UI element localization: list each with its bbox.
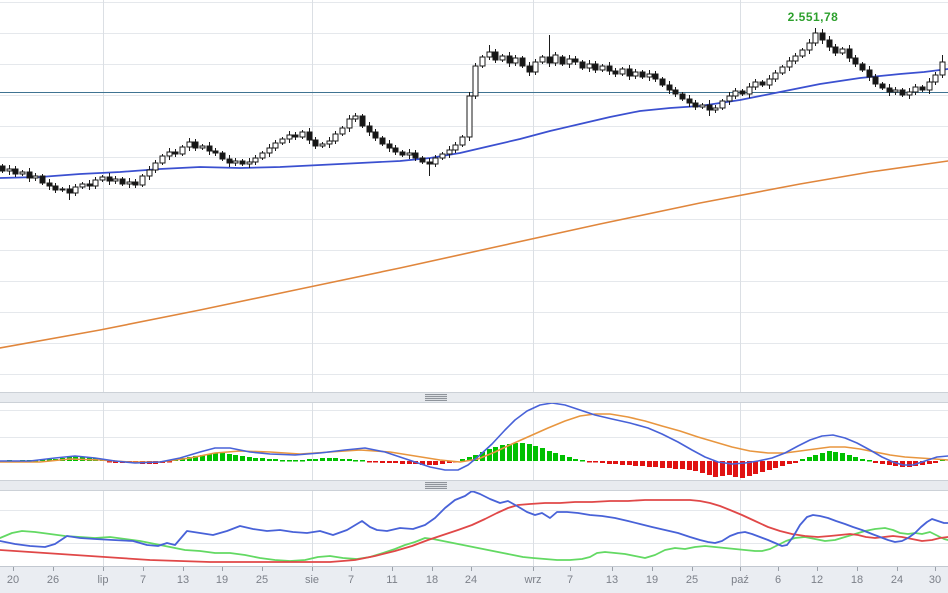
- axis-tick: [778, 567, 779, 571]
- panel-splitter-2[interactable]: [0, 480, 948, 491]
- axis-tick: [897, 567, 898, 571]
- time-axis-label: 7: [347, 574, 355, 586]
- time-axis-label: 25: [685, 574, 699, 586]
- axis-tick: [857, 567, 858, 571]
- axis-tick: [570, 567, 571, 571]
- axis-tick: [392, 567, 393, 571]
- time-axis: 20 26 lip 7 13 19 25 sie 7 11 18 24 wrz 7 13 19 25 paź 6 12…: [0, 566, 948, 593]
- time-axis-label: 7: [566, 574, 574, 586]
- splitter-grip-icon[interactable]: [425, 394, 447, 401]
- time-axis-label: 19: [645, 574, 659, 586]
- time-axis-label: 24: [890, 574, 904, 586]
- time-axis-month-label: lip: [97, 574, 109, 586]
- time-axis-month-label: paź: [731, 574, 749, 586]
- time-axis-label: 13: [176, 574, 190, 586]
- panel-splitter-1[interactable]: [0, 392, 948, 403]
- price-panel[interactable]: [0, 0, 948, 392]
- time-axis-label: 19: [215, 574, 229, 586]
- axis-tick: [432, 567, 433, 571]
- time-axis-month-label: sie: [304, 574, 320, 586]
- time-axis-label: 7: [139, 574, 147, 586]
- axis-tick: [262, 567, 263, 571]
- time-axis-label: 12: [810, 574, 824, 586]
- time-axis-label: 26: [46, 574, 60, 586]
- time-axis-label: 24: [464, 574, 478, 586]
- axis-tick: [143, 567, 144, 571]
- axis-tick: [740, 567, 741, 571]
- time-axis-label: 25: [255, 574, 269, 586]
- time-axis-label: 6: [774, 574, 782, 586]
- axis-tick: [692, 567, 693, 571]
- axis-tick: [53, 567, 54, 571]
- macd-panel[interactable]: [0, 403, 948, 480]
- axis-tick: [471, 567, 472, 571]
- time-axis-label: 11: [386, 574, 398, 586]
- time-axis-label: 13: [605, 574, 619, 586]
- axis-tick: [817, 567, 818, 571]
- axis-tick: [612, 567, 613, 571]
- axis-tick: [13, 567, 14, 571]
- axis-tick: [351, 567, 352, 571]
- time-axis-label: 18: [425, 574, 439, 586]
- axis-tick: [103, 567, 104, 571]
- time-axis-label: 30: [928, 574, 942, 586]
- axis-tick: [935, 567, 936, 571]
- oscillator-panel[interactable]: [0, 491, 948, 566]
- time-axis-month-label: wrz: [524, 574, 542, 586]
- axis-tick: [222, 567, 223, 571]
- axis-tick: [312, 567, 313, 571]
- axis-tick: [652, 567, 653, 571]
- time-axis-label: 18: [850, 574, 864, 586]
- time-axis-label: 20: [6, 574, 20, 586]
- axis-tick: [183, 567, 184, 571]
- price-annotation: 2.551,78: [787, 10, 839, 24]
- axis-tick: [533, 567, 534, 571]
- splitter-grip-icon[interactable]: [425, 482, 447, 489]
